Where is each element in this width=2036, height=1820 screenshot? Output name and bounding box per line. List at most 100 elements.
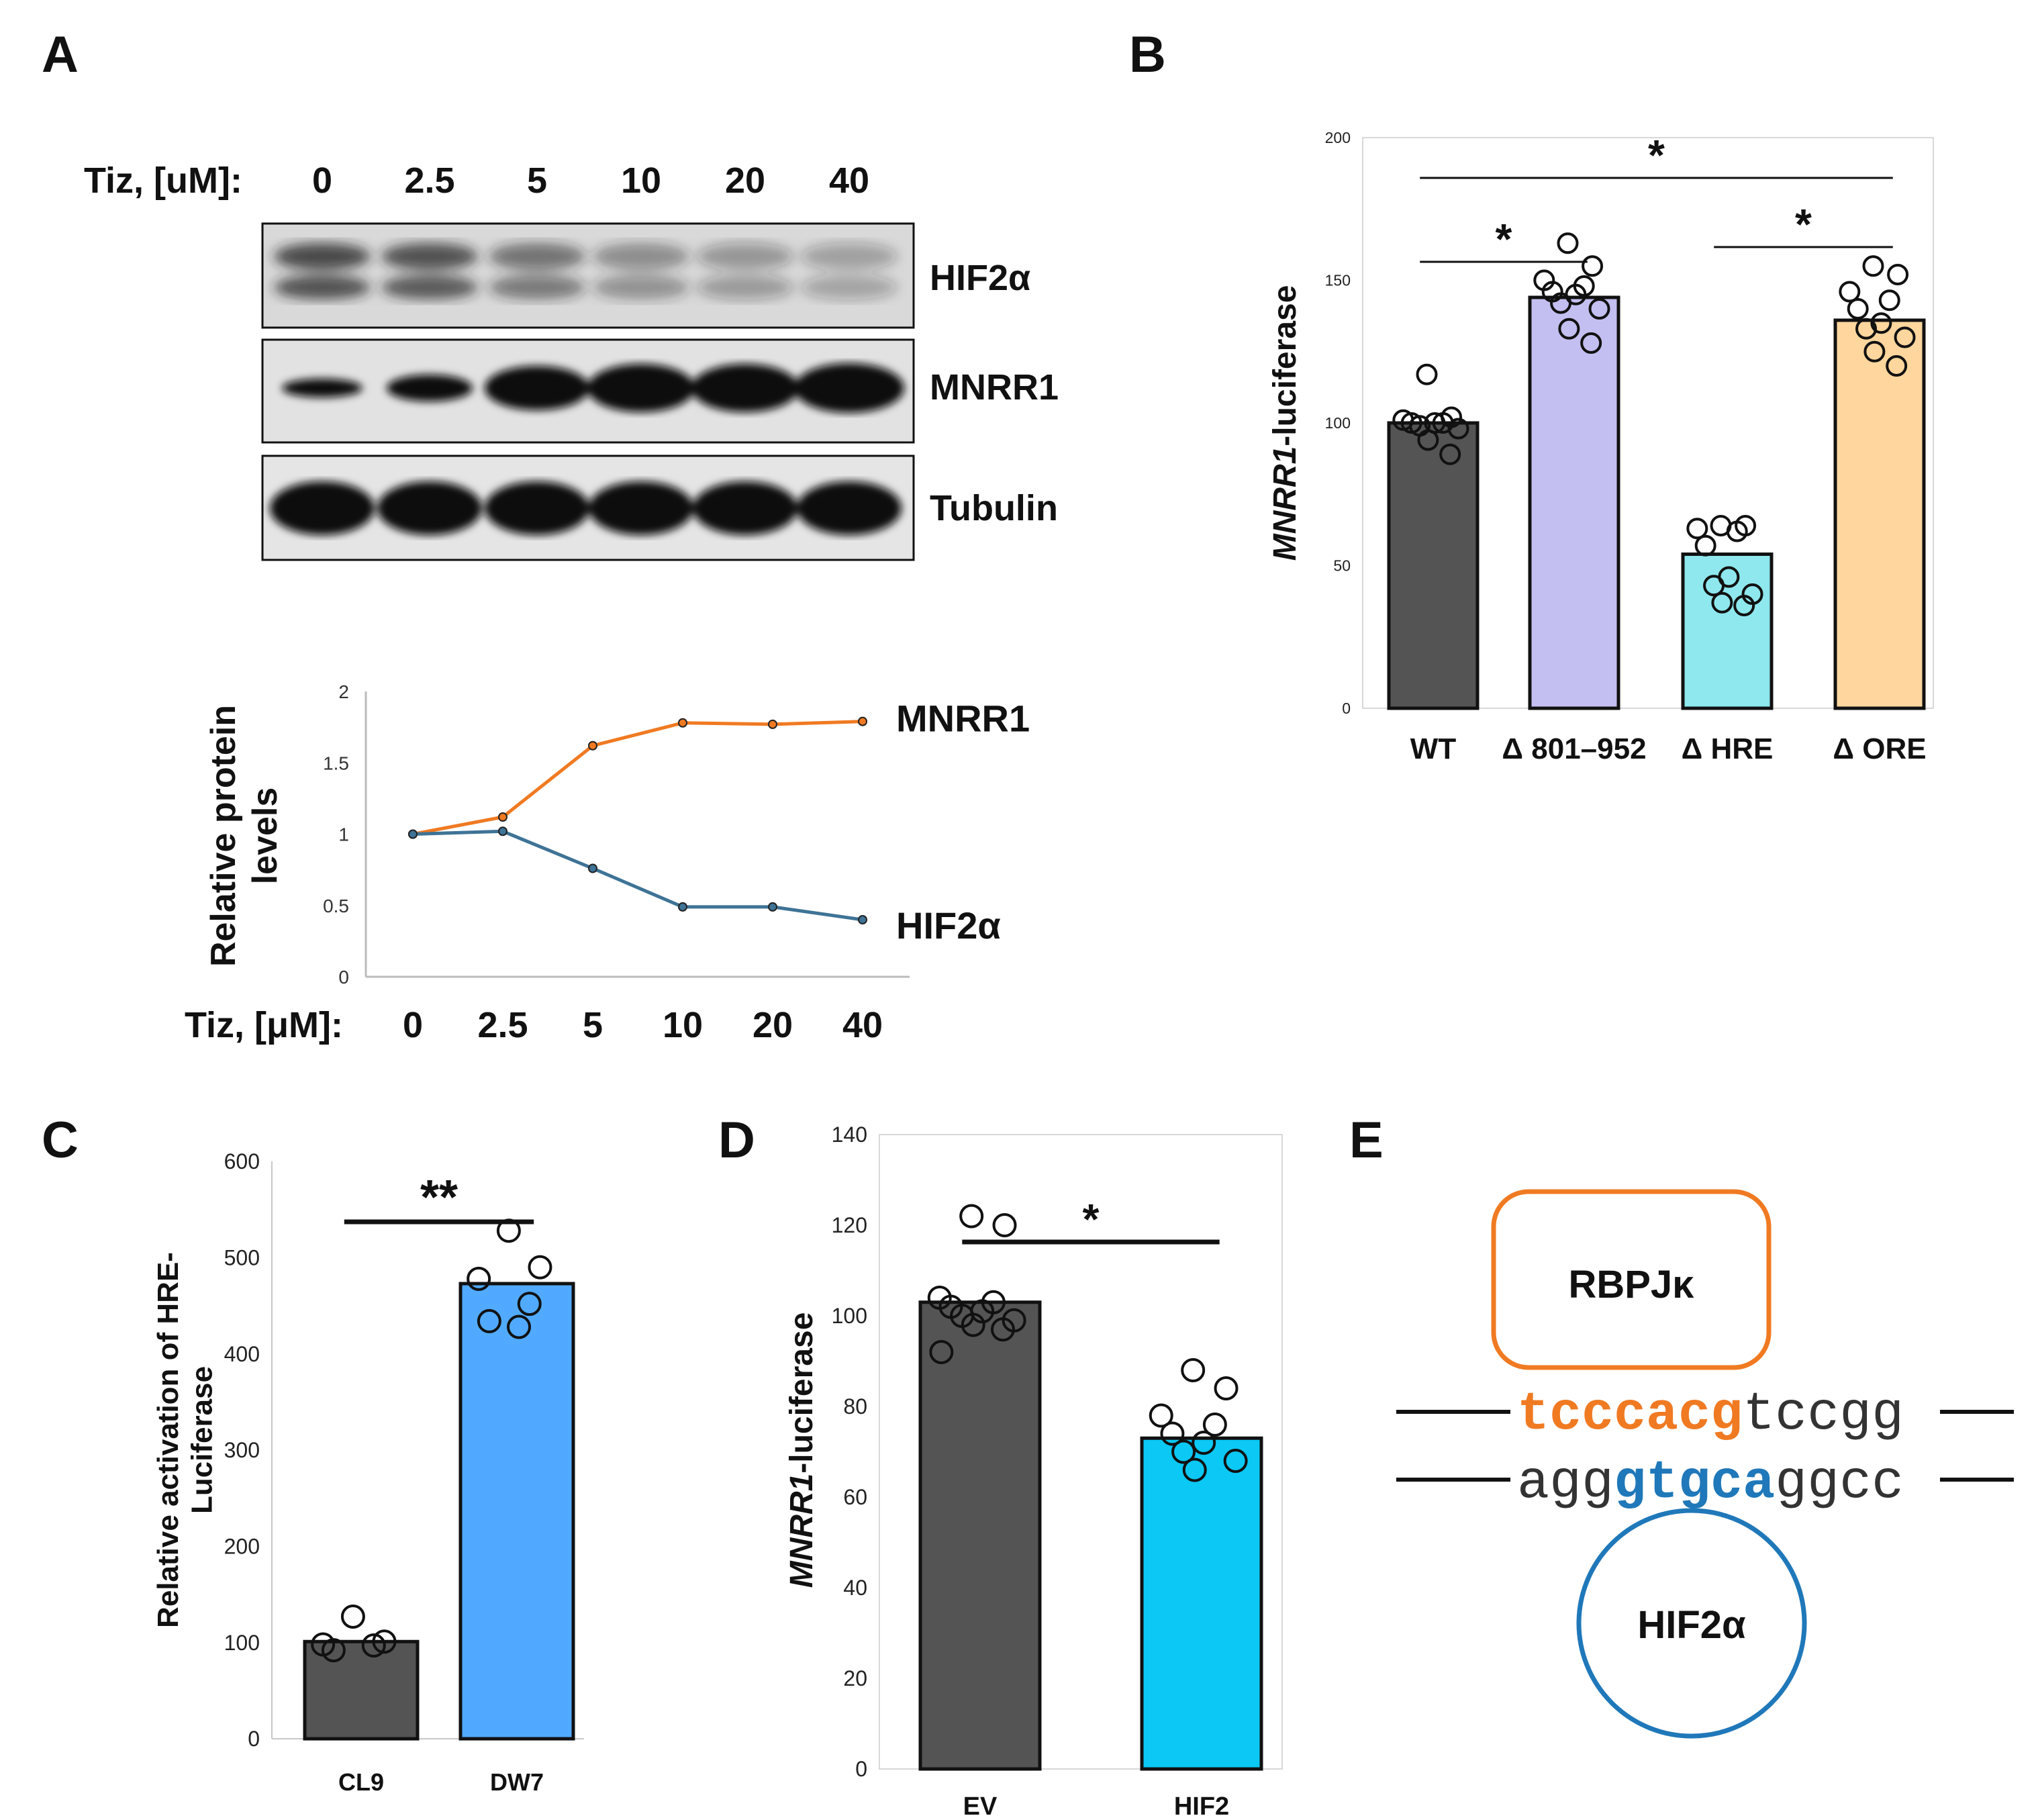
data-point [1733,595,1755,616]
significance-marker: * [1496,215,1512,263]
data-point [1171,1439,1196,1464]
hif2a-circle [1576,1508,1807,1739]
rbpjk-box [1491,1189,1772,1370]
hre-motif: gtgca [1614,1453,1775,1514]
data-point [1894,326,1916,348]
bar-0 [918,1300,1042,1771]
y-tick-label: 80 [843,1394,867,1419]
plot-frame [1362,137,1934,709]
y-tick-label: 0 [248,1727,260,1751]
rbpjk-label: RBPJκ [1568,1263,1694,1306]
data-point [467,1266,491,1291]
category-label-1: Δ 801–952 [1502,732,1646,765]
data-point [1887,264,1909,285]
hif2a-band-upper [593,243,689,270]
data-point [1878,289,1900,312]
data-point [1558,318,1580,340]
mnrr1-band [282,379,362,397]
plot-frame [879,1134,1283,1770]
hif2a-band-upper [697,243,793,270]
y-tick-label: 300 [224,1438,260,1462]
series-point [408,829,418,839]
data-point [1214,1376,1239,1400]
panel-label-c: C [42,1112,79,1169]
hif2a-band-upper [489,243,585,270]
series-point [768,902,777,912]
data-point [528,1255,552,1280]
category-label-0: WT [1410,732,1457,765]
top-strand-sequence: tcccacgtccgg [1517,1384,1904,1445]
y-tick-label: 40 [843,1576,867,1600]
data-point [1703,575,1725,597]
tubulin-band [270,481,375,535]
bar-2 [1681,553,1774,710]
hif2a-band-upper [801,243,898,270]
data-point [361,1633,386,1658]
data-point [990,1317,1015,1342]
series-point [858,915,867,924]
y-tick-label: 120 [832,1213,867,1237]
y-tick-label: 0 [338,967,349,988]
category-label-2: Δ HRE [1682,732,1774,765]
data-point [961,1312,985,1337]
hif2a-band-upper [381,243,478,270]
bar-3 [1833,318,1926,710]
category-label-1: DW7 [490,1768,544,1796]
bottom-strand-sequence: agggtgcaggcc [1517,1453,1904,1514]
series-point [588,863,597,873]
x-axis-label: Tiz, [μM]: [185,1005,343,1045]
data-point [992,1213,1017,1237]
x-tick-label: 40 [842,1005,883,1045]
data-point [1870,312,1892,334]
data-point [1447,418,1469,440]
binding-site-schematic: RBPJκ tcccacgtccgg agggtgcaggcc HIF2α [1396,1189,2014,1739]
series-label-1: HIF2α [896,904,1001,947]
y-tick-label: 20 [843,1666,867,1690]
hif2a-band-lower [489,275,585,299]
hif2a-band-upper [274,243,371,270]
series-point [588,740,597,751]
data-point [1711,591,1733,614]
panel-label-e: E [1349,1112,1384,1169]
data-point [517,1292,542,1316]
series-line-0 [412,720,863,836]
series-point [858,716,867,726]
panel-label-d: D [718,1112,755,1169]
y-tick-label: 0 [1342,700,1351,717]
mnrr1-blot [261,338,915,444]
blot-label-mnrr1: MNRR1 [930,367,1059,408]
data-point [1580,332,1602,354]
y-tick-label: 600 [224,1149,260,1174]
dose-tick-5: 40 [829,160,869,201]
data-point [1439,443,1461,465]
data-point [1550,292,1572,314]
data-point [1582,255,1604,277]
hif2a-band-lower [381,275,478,299]
data-point [372,1629,397,1654]
mnrr1-band [794,363,904,413]
panel-label-a: A [42,26,79,83]
bar-0 [303,1639,420,1741]
category-label-3: Δ ORE [1833,732,1926,765]
data-point [1223,1449,1248,1473]
series-point [768,719,777,729]
x-tick-label: 0 [403,1005,423,1045]
significance-marker: ** [420,1171,458,1225]
data-point [1839,281,1861,303]
series-label-0: MNRR1 [896,698,1030,740]
mnrr1-band [691,364,799,412]
data-point [1726,520,1748,542]
y-tick-label: 200 [1325,129,1351,146]
y-tick-label: 1 [338,824,349,845]
y-tick-label: 60 [843,1485,867,1509]
data-point [1855,318,1878,340]
data-point [1181,1358,1206,1382]
hif2a-band-lower [801,275,898,299]
y-axis-label: Relative proteinlevels [204,705,285,967]
data-point [1686,518,1708,540]
x-tick-label: 5 [583,1005,603,1045]
mnrr1-band [587,364,695,412]
tubulin-band [693,481,797,535]
data-point [929,1340,954,1364]
data-point [1192,1431,1216,1455]
